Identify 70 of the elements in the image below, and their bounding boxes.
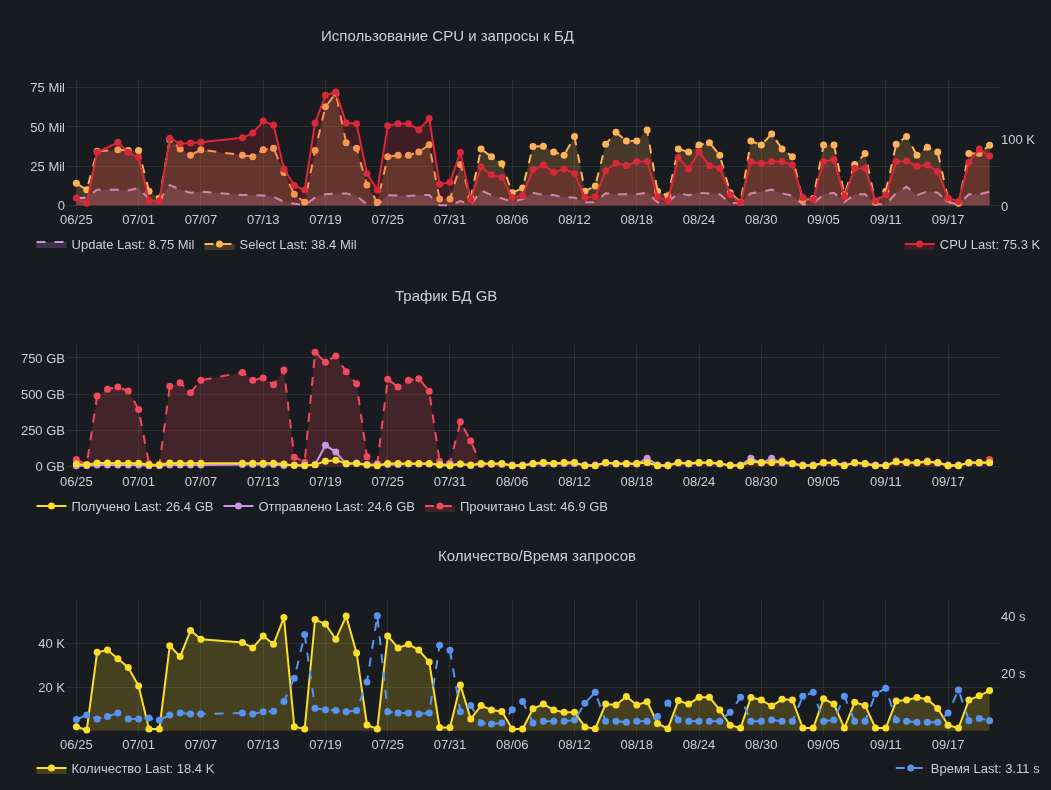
y-tick-label: 50 Mil [30, 119, 66, 135]
x-tick-label: 08/06 [495, 474, 529, 489]
x-tick-label: 07/25 [371, 737, 404, 752]
y2-tick-label: 20 s [1001, 665, 1027, 681]
y2-tick-label: 100 K [1001, 132, 1036, 148]
x-tick-label: 07/07 [184, 474, 218, 489]
x-tick-label: 07/19 [309, 212, 342, 227]
x-tick-label: 08/12 [558, 474, 591, 489]
legend-label: Update Last: 8.75 Mil [71, 237, 195, 253]
x-tick-label: 07/25 [371, 212, 404, 227]
y-tick-label: 40 K [38, 636, 66, 652]
legend-label: Время Last: 3.11 s [930, 761, 1041, 777]
x-tick-label: 07/13 [246, 474, 280, 489]
y-tick-label: 0 GB [35, 458, 65, 474]
x-tick-label: 08/06 [495, 212, 529, 227]
x-tick-label: 08/30 [745, 474, 778, 489]
legend-label: Количество Last: 18.4 K [71, 761, 215, 777]
x-tick-label: 08/18 [620, 474, 654, 489]
x-tick-label: 07/07 [184, 212, 218, 227]
x-tick-label: 07/13 [246, 212, 280, 227]
x-tick-label: 07/01 [122, 474, 155, 489]
x-tick-label: 09/17 [931, 474, 965, 489]
x-tick-label: 07/01 [122, 737, 155, 752]
x-tick-label: 08/30 [745, 737, 778, 752]
x-tick-label: 07/13 [246, 737, 280, 752]
x-tick-label: 07/31 [433, 474, 467, 489]
x-tick-label: 08/24 [682, 212, 716, 227]
chart-title: Количество/Время запросов [438, 547, 637, 564]
y2-tick-label: 0 [1001, 198, 1009, 214]
chart-title: Трафик БД GB [395, 287, 498, 304]
x-tick-label: 07/19 [309, 474, 342, 489]
x-tick-label: 09/11 [870, 212, 902, 227]
legend-label: CPU Last: 75.3 K [939, 237, 1041, 253]
x-tick-label: 08/12 [558, 737, 591, 752]
x-tick-label: 07/25 [371, 474, 404, 489]
legend-label: Select Last: 38.4 Mil [239, 237, 357, 253]
y-tick-label: 20 K [38, 679, 66, 695]
x-tick-label: 09/05 [807, 737, 840, 752]
x-tick-label: 09/05 [807, 212, 840, 227]
y-tick-label: 250 GB [20, 422, 65, 438]
x-tick-label: 08/06 [495, 737, 529, 752]
x-tick-label: 08/18 [620, 212, 654, 227]
x-tick-label: 06/25 [60, 212, 93, 227]
x-tick-label: 08/12 [558, 212, 591, 227]
x-tick-label: 08/18 [620, 737, 654, 752]
x-tick-label: 08/30 [745, 212, 778, 227]
y-tick-label: 0 [57, 197, 65, 213]
x-tick-label: 07/19 [309, 737, 342, 752]
x-tick-label: 06/25 [60, 737, 93, 752]
legend-label: Получено Last: 26.4 GB [71, 499, 214, 515]
y2-tick-label: 40 s [1001, 609, 1027, 625]
x-tick-label: 08/24 [682, 737, 716, 752]
y-tick-label: 750 GB [20, 350, 65, 366]
y-tick-label: 25 Mil [30, 158, 66, 174]
y-tick-label: 500 GB [20, 386, 65, 402]
x-tick-label: 07/07 [184, 737, 218, 752]
x-tick-label: 09/11 [870, 737, 902, 752]
x-tick-label: 07/31 [433, 737, 467, 752]
x-tick-label: 09/17 [931, 737, 965, 752]
x-tick-label: 07/31 [433, 212, 467, 227]
x-tick-label: 06/25 [60, 474, 93, 489]
x-tick-label: 09/17 [931, 212, 965, 227]
x-tick-label: 08/24 [682, 474, 716, 489]
y-tick-label: 75 Mil [30, 80, 66, 96]
x-tick-label: 09/05 [807, 474, 840, 489]
x-tick-label: 07/01 [122, 212, 155, 227]
x-tick-label: 09/11 [870, 474, 902, 489]
chart-title: Использование CPU и запросы к БД [321, 27, 574, 44]
legend-label: Отправлено Last: 24.6 GB [258, 499, 415, 515]
legend-label: Прочитано Last: 46.9 GB [459, 499, 609, 515]
